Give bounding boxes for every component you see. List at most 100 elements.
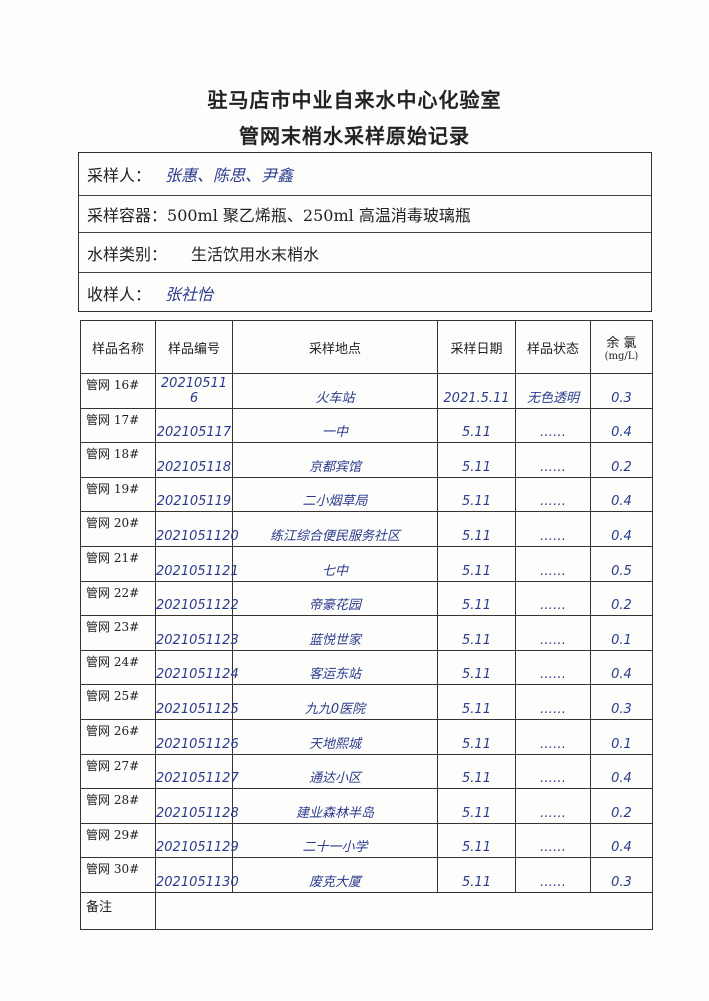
cell-chlorine: 0.1 — [590, 718, 653, 755]
cell-name: 管网 17# — [80, 407, 156, 444]
table-row: 管网 21# 2021051121 七中 5.11 …… 0.5 — [80, 545, 653, 582]
location-text: 废克大厦 — [308, 874, 361, 890]
cell-id: 2021051124 — [155, 649, 239, 686]
name-text: 管网 28# — [86, 793, 140, 808]
cell-id: 202105117 — [155, 407, 233, 444]
cell-chlorine: 0.4 — [590, 511, 653, 547]
receiver-value: 张社怡 — [165, 285, 214, 304]
header-status: 样品状态 — [515, 320, 591, 374]
date-text: 5.11 — [462, 805, 491, 821]
cell-id: 2021051126 — [155, 718, 239, 755]
date-text: 5.11 — [462, 736, 491, 752]
cell-status: …… — [515, 442, 591, 478]
date-text: 2021.5.11 — [443, 390, 510, 406]
cell-date: 5.11 — [437, 615, 516, 651]
container-value: 500ml 聚乙烯瓶、250ml 高温消毒玻璃瓶 — [167, 206, 471, 225]
name-text: 管网 19# — [86, 481, 140, 496]
cell-name: 管网 16# — [80, 373, 156, 409]
cell-id: 2021051123 — [155, 615, 239, 651]
cell-location: 二小烟草局 — [232, 476, 438, 513]
cell-status: …… — [515, 684, 591, 720]
header-location: 采样地点 — [232, 320, 438, 374]
date-text: 5.11 — [462, 840, 491, 856]
name-text: 管网 18# — [86, 447, 140, 462]
cell-name: 管网 20# — [80, 511, 156, 547]
cell-date: 5.11 — [437, 788, 516, 824]
name-text: 管网 23# — [86, 620, 140, 635]
table-row: 管网 28# 2021051128 建业森林半岛 5.11 …… 0.2 — [80, 788, 653, 824]
status-text: …… — [540, 805, 566, 821]
name-text: 管网 24# — [86, 654, 140, 669]
name-text: 管网 16# — [86, 378, 140, 392]
id-text: 2021051129 — [156, 840, 239, 856]
table-row: 管网 29# 2021051129 二十一小学 5.11 …… 0.4 — [80, 822, 653, 859]
chlorine-text: 0.4 — [611, 425, 632, 441]
cell-date: 5.11 — [437, 511, 516, 547]
status-text: …… — [540, 736, 566, 752]
cell-chlorine: 0.4 — [590, 753, 653, 790]
id-text: 202105119 — [156, 494, 232, 510]
cell-name: 管网 22# — [80, 580, 156, 617]
document-title: 驻马店市中业自来水中心化验室 — [207, 88, 502, 112]
cell-location: 蓝悦世家 — [232, 615, 438, 651]
status-text: …… — [540, 425, 566, 441]
cell-name: 管网 24# — [80, 649, 156, 686]
cell-date: 5.11 — [437, 718, 516, 755]
cell-id: 202105119 — [155, 476, 233, 513]
status-text: …… — [540, 840, 566, 856]
location-text: 九九0医院 — [304, 701, 366, 717]
cell-date: 2021.5.11 — [437, 373, 516, 409]
chlorine-text: 0.5 — [611, 563, 632, 579]
cell-location: 天地熙城 — [232, 718, 438, 755]
cell-id: 2021051125 — [155, 684, 239, 720]
date-text: 5.11 — [462, 494, 491, 510]
cell-date: 5.11 — [437, 476, 516, 513]
name-text: 管网 21# — [86, 550, 140, 565]
cell-status: …… — [515, 822, 591, 859]
table-row: 管网 19# 202105119 二小烟草局 5.11 …… 0.4 — [80, 476, 653, 513]
id-text: 2021051123 — [156, 632, 239, 648]
cell-location: 废克大厦 — [232, 857, 438, 893]
cell-id: 20210511 6 — [155, 373, 233, 409]
date-text: 5.11 — [462, 632, 491, 648]
cell-status: …… — [515, 407, 591, 444]
cell-date: 5.11 — [437, 822, 516, 859]
name-text: 管网 20# — [86, 516, 140, 531]
chlorine-text: 0.4 — [611, 494, 632, 510]
id-text: 2021051128 — [156, 805, 239, 821]
date-text: 5.11 — [462, 459, 491, 475]
cell-chlorine: 0.1 — [590, 615, 653, 651]
cell-status: …… — [515, 649, 591, 686]
sampler-label: 采样人： — [87, 166, 152, 185]
receiver-row: 收样人： 张社怡 — [79, 273, 651, 313]
id-text: 2021051121 — [156, 563, 239, 579]
cell-status: …… — [515, 580, 591, 617]
cell-chlorine: 0.2 — [590, 442, 653, 478]
chlorine-text: 0.1 — [611, 736, 632, 752]
name-text: 管网 27# — [86, 758, 140, 773]
table-row: 管网 17# 202105117 一中 5.11 …… 0.4 — [80, 407, 653, 444]
category-row: 水样类别： 生活饮用水末梢水 — [79, 233, 651, 273]
cell-id: 2021051128 — [155, 788, 239, 824]
id-text: 2021051126 — [156, 736, 239, 752]
cell-name: 管网 27# — [80, 753, 156, 790]
cell-status: …… — [515, 476, 591, 513]
cell-location: 一中 — [232, 407, 438, 444]
location-text: 练江综合便民服务社区 — [269, 528, 400, 544]
date-text: 5.11 — [462, 528, 491, 544]
cell-status: 无色透明 — [515, 373, 591, 409]
chlorine-text: 0.3 — [611, 701, 632, 717]
status-text: …… — [540, 563, 566, 579]
cell-location: 九九0医院 — [232, 684, 438, 720]
location-text: 七中 — [321, 563, 348, 579]
cell-location: 客运东站 — [232, 649, 438, 686]
cell-chlorine: 0.3 — [590, 857, 653, 893]
id-text: 20210511 6 — [160, 375, 228, 406]
cell-location: 火车站 — [232, 373, 438, 409]
cell-chlorine: 0.4 — [590, 407, 653, 444]
cell-date: 5.11 — [437, 545, 516, 582]
cell-chlorine: 0.4 — [590, 822, 653, 859]
cell-chlorine: 0.2 — [590, 788, 653, 824]
cell-location: 帝豪花园 — [232, 580, 438, 617]
cell-chlorine: 0.3 — [590, 684, 653, 720]
